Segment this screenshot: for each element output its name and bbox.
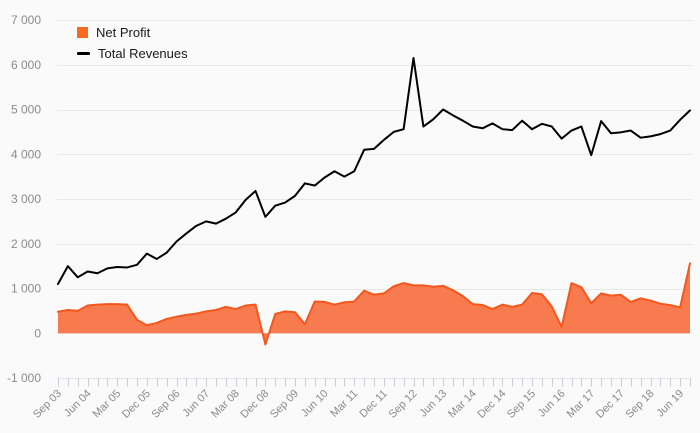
- net-profit-swatch-icon: [77, 27, 88, 38]
- x-axis-label: Sep 12: [386, 388, 419, 421]
- x-axis-label: Sep 09: [268, 388, 301, 421]
- x-axis-label: Mar 17: [565, 388, 598, 421]
- x-axis-label: Jun 04: [62, 388, 94, 420]
- x-axis-label: Dec 14: [475, 388, 508, 421]
- total-revenues-line: [57, 57, 691, 286]
- y-axis-label: 3 000: [11, 192, 41, 206]
- y-axis-label: 6 000: [11, 58, 41, 72]
- legend-item-net-profit[interactable]: Net Profit: [77, 25, 188, 40]
- x-axis-label: Jun 13: [417, 388, 449, 420]
- x-axis-label: Sep 03: [31, 388, 64, 421]
- legend-item-total-revenues[interactable]: Total Revenues: [77, 46, 188, 61]
- x-axis-label: Jun 10: [299, 388, 331, 420]
- x-axis-label: Jun 07: [180, 388, 212, 420]
- y-axis-label: 1 000: [11, 282, 41, 296]
- y-axis-label: -1 000: [7, 371, 41, 385]
- x-axis-label: Mar 14: [446, 388, 479, 421]
- net-profit-line: [57, 262, 691, 346]
- net-profit-area: [58, 263, 690, 345]
- total-revenues-legend-label: Total Revenues: [98, 46, 188, 61]
- x-axis-label: Dec 08: [238, 388, 271, 421]
- y-axis-label: 7 000: [11, 13, 41, 27]
- total-revenues-swatch-icon: [77, 52, 90, 55]
- net-profit-legend-label: Net Profit: [96, 25, 151, 40]
- y-axis-label: 2 000: [11, 237, 41, 251]
- x-axis-label: Dec 17: [594, 388, 627, 421]
- x-axis-label: Sep 18: [623, 388, 656, 421]
- x-axis-label: Dec 05: [120, 388, 153, 421]
- x-axis-label: Sep 06: [149, 388, 182, 421]
- x-axis-label: Jun 19: [654, 388, 686, 420]
- y-axis-label: 4 000: [11, 147, 41, 161]
- x-axis-label: Jun 16: [536, 388, 568, 420]
- x-axis-label: Mar 08: [209, 388, 242, 421]
- x-axis-label: Dec 11: [357, 388, 390, 421]
- x-axis-label: Mar 05: [91, 388, 124, 421]
- y-axis-label: 5 000: [11, 103, 41, 117]
- x-axis-label: Sep 15: [505, 388, 538, 421]
- chart-legend: Net Profit Total Revenues: [77, 25, 188, 61]
- y-axis-label: 0: [34, 326, 41, 340]
- x-axis-label: Mar 11: [328, 388, 360, 420]
